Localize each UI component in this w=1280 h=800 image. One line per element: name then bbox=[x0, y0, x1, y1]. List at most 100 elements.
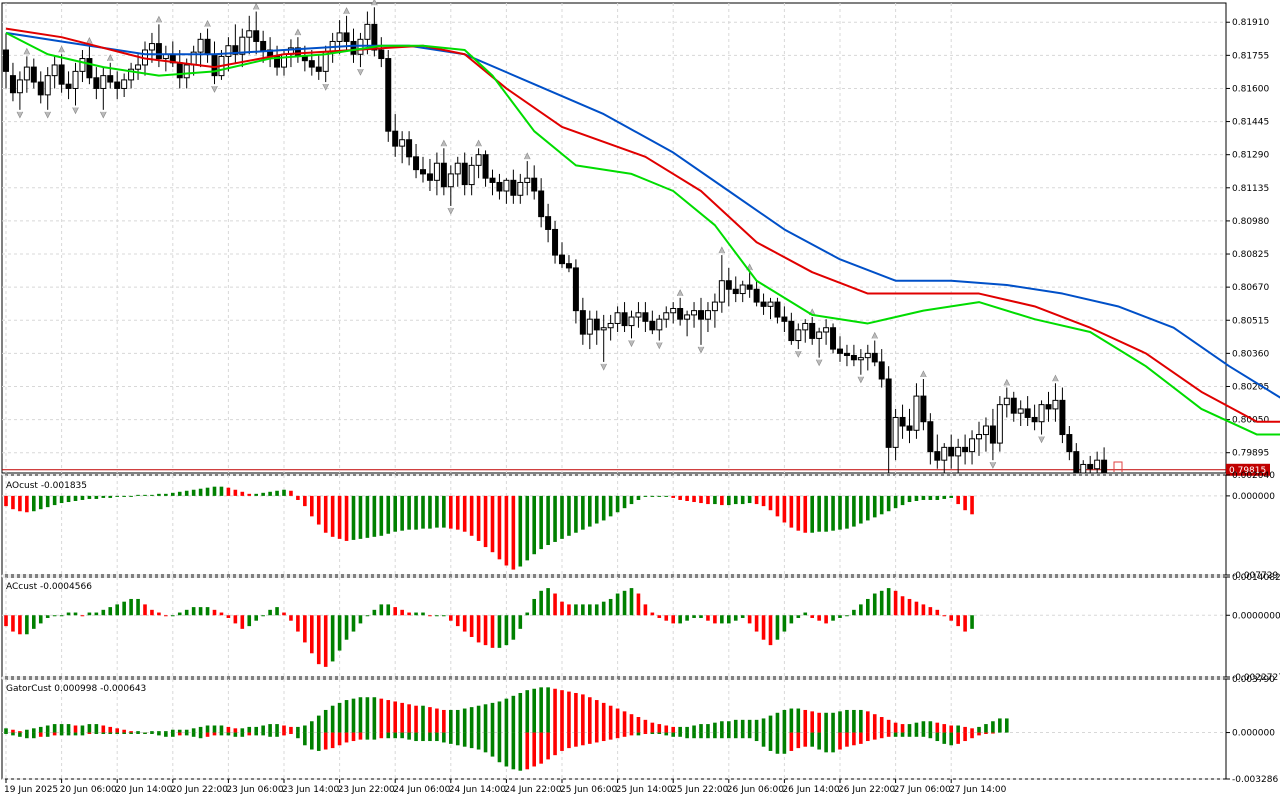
candle[interactable] bbox=[135, 54, 142, 80]
ac-indicator-pane[interactable]: 0.0014082 0.0000000 -0.0022727 bbox=[1, 573, 1280, 683]
candle[interactable] bbox=[781, 306, 788, 332]
candle[interactable] bbox=[65, 71, 72, 100]
candle[interactable] bbox=[760, 293, 767, 315]
candle[interactable] bbox=[809, 317, 816, 345]
candle[interactable] bbox=[948, 434, 955, 469]
candle[interactable] bbox=[552, 220, 559, 264]
candle[interactable] bbox=[941, 443, 948, 473]
candle[interactable] bbox=[253, 11, 260, 55]
candle[interactable] bbox=[1010, 391, 1017, 422]
candle[interactable] bbox=[475, 148, 482, 179]
candle[interactable] bbox=[385, 50, 392, 142]
candle[interactable] bbox=[642, 302, 649, 332]
candle[interactable] bbox=[93, 67, 100, 100]
candle[interactable] bbox=[72, 62, 79, 106]
candle[interactable] bbox=[600, 314, 607, 362]
ao-indicator-pane[interactable]: 0.002040 0.000000 -0.007729 bbox=[1, 471, 1278, 581]
candle[interactable] bbox=[1094, 451, 1101, 473]
candle[interactable] bbox=[524, 161, 531, 196]
candle[interactable] bbox=[843, 344, 850, 367]
candle[interactable] bbox=[989, 408, 996, 461]
candle[interactable] bbox=[44, 67, 51, 110]
candle[interactable] bbox=[739, 280, 746, 303]
candle[interactable] bbox=[962, 434, 969, 465]
candle[interactable] bbox=[913, 383, 920, 439]
candle[interactable] bbox=[628, 310, 635, 339]
candle[interactable] bbox=[976, 421, 982, 456]
candle[interactable] bbox=[79, 50, 86, 83]
candle[interactable] bbox=[732, 276, 739, 303]
candle[interactable] bbox=[892, 408, 899, 461]
candle[interactable] bbox=[16, 71, 23, 110]
candle[interactable] bbox=[440, 148, 447, 196]
candle[interactable] bbox=[802, 319, 809, 343]
candle[interactable] bbox=[343, 15, 350, 50]
candle[interactable] bbox=[482, 150, 489, 187]
candle[interactable] bbox=[899, 404, 906, 439]
candle[interactable] bbox=[774, 297, 781, 324]
candle[interactable] bbox=[816, 327, 823, 358]
candle[interactable] bbox=[503, 178, 510, 204]
candle[interactable] bbox=[1059, 387, 1066, 444]
candle[interactable] bbox=[545, 203, 552, 243]
candle[interactable] bbox=[1066, 426, 1073, 461]
candle[interactable] bbox=[100, 67, 107, 110]
candle[interactable] bbox=[795, 323, 802, 350]
candle[interactable] bbox=[885, 366, 892, 473]
candle[interactable] bbox=[725, 267, 732, 307]
candle[interactable] bbox=[531, 165, 538, 200]
candle[interactable] bbox=[878, 349, 885, 388]
candle[interactable] bbox=[148, 32, 155, 63]
candle[interactable] bbox=[1073, 443, 1080, 474]
candle[interactable] bbox=[239, 28, 246, 68]
candle[interactable] bbox=[864, 344, 871, 371]
candle[interactable] bbox=[1045, 391, 1052, 422]
candle[interactable] bbox=[572, 259, 579, 324]
candle[interactable] bbox=[433, 152, 440, 196]
candle[interactable] bbox=[1003, 387, 1010, 418]
candle[interactable] bbox=[691, 302, 698, 328]
candle[interactable] bbox=[399, 131, 406, 164]
candle[interactable] bbox=[197, 32, 204, 68]
candle[interactable] bbox=[586, 310, 593, 350]
candle[interactable] bbox=[23, 56, 30, 93]
candle[interactable] bbox=[788, 312, 795, 345]
candle[interactable] bbox=[711, 293, 718, 328]
candle[interactable] bbox=[593, 310, 600, 345]
candle[interactable] bbox=[315, 54, 322, 80]
candle[interactable] bbox=[468, 156, 475, 196]
candle[interactable] bbox=[454, 156, 461, 187]
candle[interactable] bbox=[614, 306, 621, 332]
candle[interactable] bbox=[30, 58, 37, 89]
candle[interactable] bbox=[830, 323, 837, 354]
candle[interactable] bbox=[246, 15, 253, 55]
candle[interactable] bbox=[969, 430, 976, 465]
candle[interactable] bbox=[1101, 447, 1108, 474]
candle[interactable] bbox=[982, 417, 989, 452]
candle[interactable] bbox=[107, 62, 114, 89]
candle[interactable] bbox=[718, 255, 725, 313]
candle[interactable] bbox=[684, 310, 691, 337]
candle[interactable] bbox=[656, 314, 663, 341]
candle[interactable] bbox=[1080, 460, 1087, 474]
candle[interactable] bbox=[920, 379, 927, 431]
candle[interactable] bbox=[489, 169, 496, 196]
candle[interactable] bbox=[86, 45, 93, 85]
candle[interactable] bbox=[823, 319, 830, 345]
candle[interactable] bbox=[698, 297, 704, 345]
candle[interactable] bbox=[392, 114, 399, 157]
candle[interactable] bbox=[850, 344, 857, 367]
candle[interactable] bbox=[955, 438, 962, 473]
candle[interactable] bbox=[663, 306, 670, 328]
candle[interactable] bbox=[677, 297, 684, 326]
candle[interactable] bbox=[128, 62, 135, 89]
candle[interactable] bbox=[447, 165, 454, 206]
candle[interactable] bbox=[308, 50, 315, 76]
price-pane[interactable]: 0.81910 0.81755 0.81600 0.81445 0.81290 0.811… bbox=[1, 0, 1280, 482]
candle[interactable] bbox=[621, 302, 628, 332]
candle[interactable] bbox=[496, 173, 503, 200]
candle[interactable] bbox=[635, 302, 642, 328]
candle[interactable] bbox=[336, 20, 343, 55]
candle[interactable] bbox=[1087, 455, 1094, 473]
gator-indicator-pane[interactable]: 0.003790 0.000000 -0.003286 bbox=[1, 675, 1278, 785]
